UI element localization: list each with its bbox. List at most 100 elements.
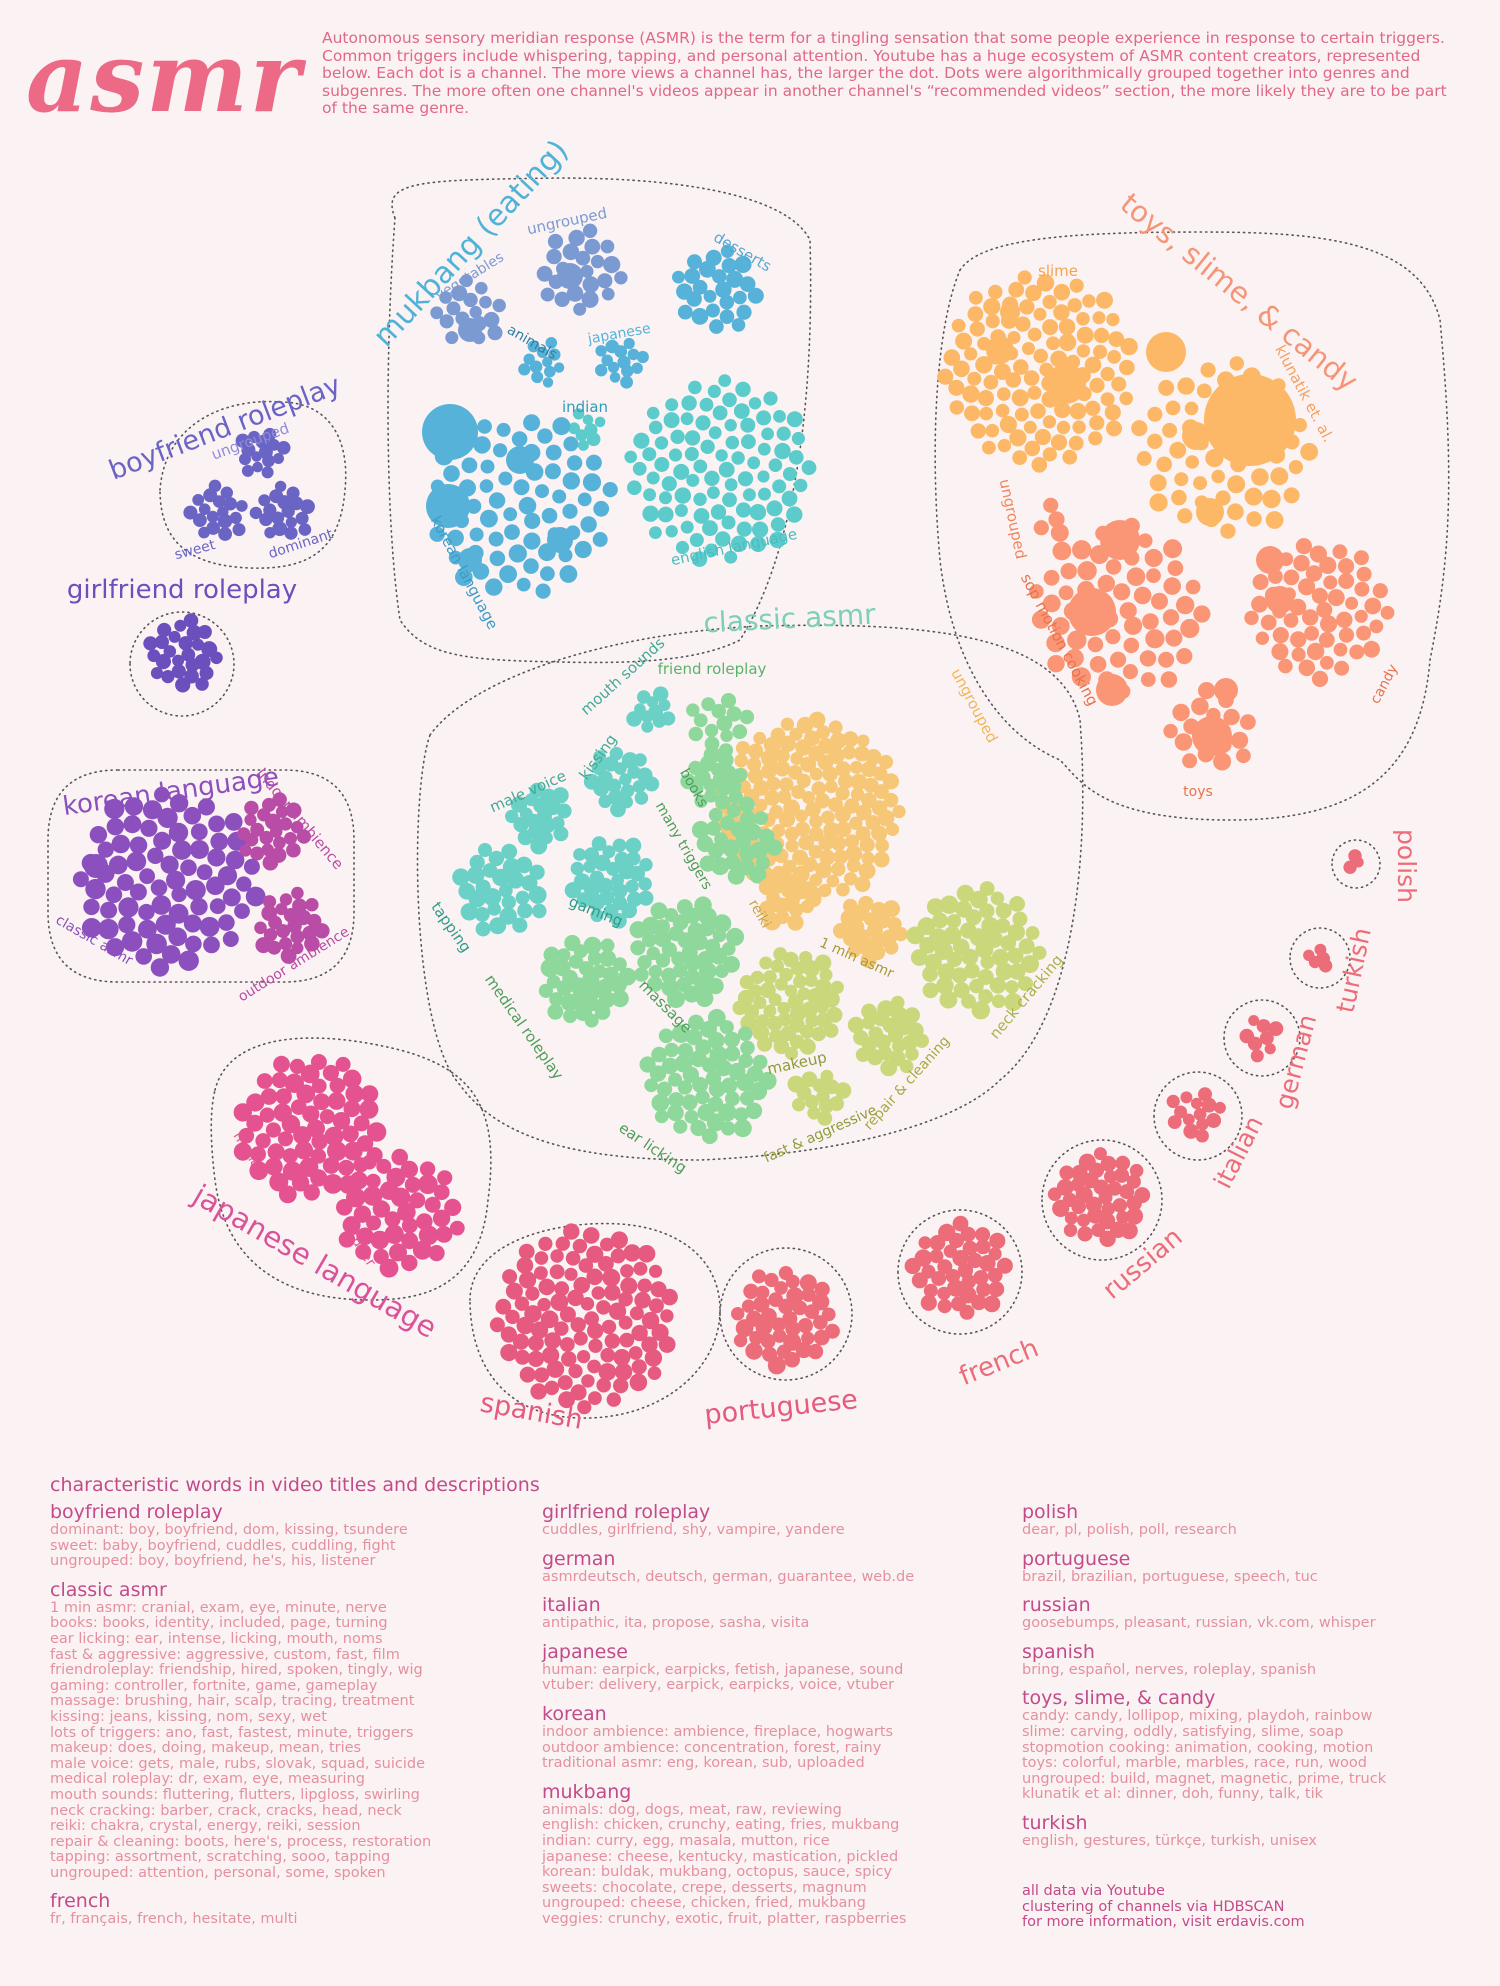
channel-dot: [995, 918, 1011, 934]
channel-dot: [150, 958, 170, 977]
channel-dot: [537, 1297, 551, 1312]
channel-dot: [842, 731, 859, 748]
channel-dot: [613, 1377, 629, 1394]
channel-dot: [171, 886, 187, 903]
channel-dot: [1008, 963, 1026, 980]
channel-dot: [1306, 642, 1325, 661]
channel-dot: [218, 527, 233, 541]
channel-dot: [749, 1330, 764, 1345]
channel-dot: [487, 902, 502, 916]
channel-dot: [854, 876, 871, 893]
channel-dot: [996, 1257, 1013, 1274]
channel-dot: [725, 435, 740, 450]
channel-dot: [939, 990, 958, 1009]
channel-dot: [799, 1274, 817, 1292]
turkish-outline: [1289, 927, 1351, 989]
channel-dot: [747, 287, 764, 304]
channel-dot: [1149, 474, 1167, 492]
channel-dot: [951, 967, 968, 984]
channel-dot: [642, 505, 659, 522]
channel-dot: [286, 842, 301, 858]
word-list-line: japanese: cheese, kentucky, mastication,…: [542, 1848, 899, 1865]
channel-dot: [811, 781, 827, 796]
channel-dot: [458, 548, 482, 572]
channel-dot: [763, 391, 778, 406]
channel-dot: [618, 1291, 633, 1307]
kissing-cluster: [583, 746, 660, 818]
channel-dot: [791, 431, 806, 446]
channel-dot: [746, 1065, 764, 1083]
channel-dot: [804, 974, 818, 988]
channel-dot: [1056, 420, 1071, 435]
channel-dot: [598, 991, 616, 1008]
channel-dot: [1196, 383, 1212, 399]
channel-dot: [773, 947, 788, 961]
channel-dot: [593, 750, 607, 764]
channel-dot: [1009, 429, 1027, 447]
channel-dot: [1058, 318, 1076, 336]
channel-dot: [818, 834, 835, 851]
channel-dot: [241, 464, 254, 477]
channel-dot: [626, 851, 641, 866]
channel-dot: [1182, 753, 1198, 769]
channel-dot: [1027, 327, 1042, 342]
channel-dot: [814, 793, 831, 809]
channel-dot: [463, 292, 478, 308]
channel-dot: [264, 1157, 283, 1176]
word-list-title: girlfriend roleplay: [542, 1501, 711, 1523]
channel-dot: [322, 1157, 340, 1174]
dominant-cluster: [249, 480, 315, 540]
channel-dot: [764, 1272, 779, 1288]
channel-dot: [84, 854, 108, 878]
channel-dot: [722, 492, 737, 508]
word-list-line: human: earpick, earpicks, fetish, japane…: [542, 1661, 904, 1678]
channel-dot: [573, 1276, 590, 1294]
channel-dot: [1023, 370, 1040, 386]
channel-dot: [1147, 433, 1163, 449]
channel-dot: [1059, 1165, 1074, 1181]
channel-dot: [567, 1289, 584, 1307]
channel-dot: [273, 1103, 292, 1122]
channel-dot: [653, 929, 672, 948]
channel-dot: [259, 512, 273, 527]
repair-cleaning-cluster: [847, 995, 930, 1077]
channel-dot: [1100, 366, 1115, 382]
channel-dot: [1195, 1129, 1209, 1143]
channel-dot: [673, 1119, 688, 1134]
channel-dot: [552, 787, 569, 804]
channel-dot: [466, 498, 482, 514]
channel-dot: [1246, 511, 1262, 527]
channel-dot: [780, 717, 795, 731]
channel-dot: [581, 290, 599, 308]
channel-dot: [956, 884, 975, 903]
channel-dot: [477, 419, 492, 434]
channel-dot: [708, 426, 722, 440]
channel-dot: [631, 1324, 648, 1342]
mukbang-ungrouped-cluster: [536, 223, 628, 316]
channel-dot: [833, 849, 849, 865]
channel-dot: [1163, 723, 1178, 739]
channel-dot: [583, 860, 596, 873]
channel-dot: [814, 954, 832, 972]
channel-dot: [734, 753, 748, 768]
word-list-line: stopmotion cooking: animation, cooking, …: [1022, 1739, 1374, 1756]
channel-dot: [1136, 451, 1152, 466]
channel-dot: [770, 727, 786, 743]
channel-dot: [1062, 449, 1078, 465]
channel-dot: [1126, 1207, 1144, 1225]
channel-dot: [718, 752, 734, 768]
channel-dot: [1206, 1113, 1222, 1128]
channel-dot: [342, 1216, 361, 1235]
cluster-diagram: mukbang (eating) toys, slime, & candyboyf…: [47, 133, 1450, 1436]
channel-dot: [1349, 644, 1365, 660]
channel-dot: [665, 525, 678, 538]
channel-dot: [641, 720, 654, 733]
channel-dot: [892, 805, 906, 819]
channel-dot: [782, 467, 797, 481]
channel-dot: [458, 318, 482, 342]
channel-dot: [784, 1351, 800, 1368]
channel-dot: [814, 1281, 830, 1297]
channel-dot: [160, 855, 179, 874]
channel-dot: [166, 870, 186, 890]
animals-cluster: [518, 337, 565, 388]
